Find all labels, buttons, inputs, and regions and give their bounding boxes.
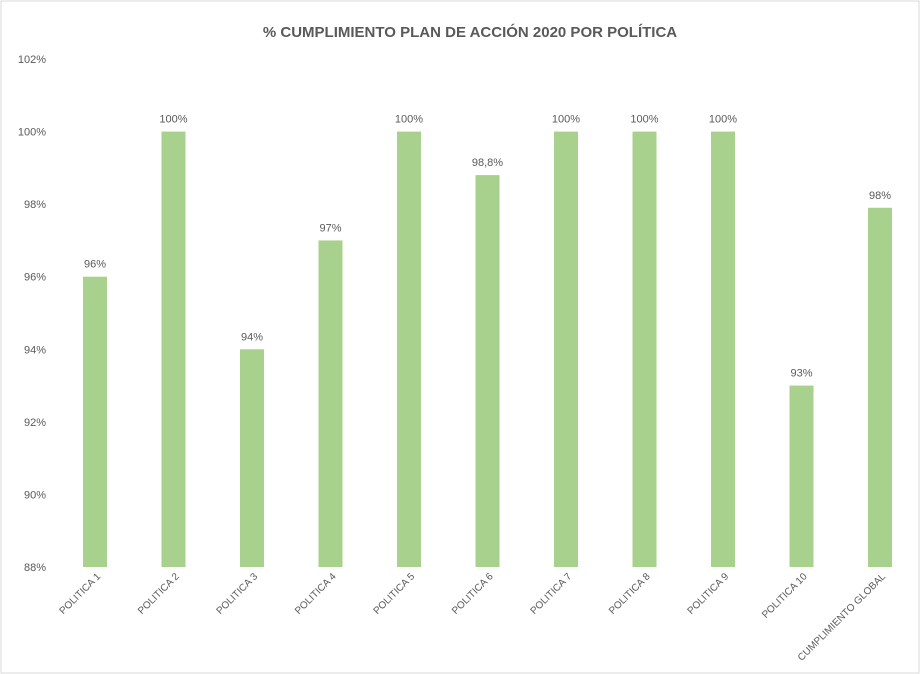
y-tick-label: 92%	[24, 417, 46, 429]
y-axis: 88% 90% 92% 94% 96% 98% 100% 102%	[18, 54, 46, 574]
data-labels: 96% 100% 94% 97% 100% 98,8% 100% 100% 100% 93% 98%	[84, 114, 891, 380]
bar	[83, 276, 107, 567]
data-label: 94%	[241, 331, 263, 343]
bar	[711, 131, 735, 568]
bar	[318, 240, 343, 567]
data-label: 100%	[552, 114, 580, 126]
bar	[789, 385, 814, 567]
y-tick-label: 88%	[24, 562, 46, 574]
y-tick-label: 98%	[24, 199, 46, 211]
data-label: 98%	[869, 190, 891, 202]
bar	[161, 131, 186, 568]
data-label: 96%	[84, 259, 106, 271]
y-tick-label: 90%	[24, 489, 46, 501]
bar	[868, 207, 892, 567]
data-label: 100%	[709, 114, 737, 126]
y-tick-label: 94%	[24, 344, 46, 356]
data-label: 98,8%	[472, 157, 503, 169]
data-label: 93%	[790, 368, 812, 380]
bars	[83, 131, 892, 568]
chart-title: % CUMPLIMIENTO PLAN DE ACCIÓN 2020 POR P…	[263, 23, 677, 41]
y-tick-label: 102%	[18, 54, 46, 66]
bar	[632, 131, 657, 568]
data-label: 100%	[630, 114, 658, 126]
data-label: 100%	[159, 114, 187, 126]
bar	[397, 131, 421, 568]
y-tick-label: 96%	[24, 272, 46, 284]
bar	[240, 349, 264, 567]
data-label: 97%	[319, 222, 341, 234]
data-label: 100%	[395, 114, 423, 126]
y-tick-label: 100%	[18, 127, 46, 139]
bar	[554, 131, 578, 568]
bar	[475, 175, 500, 567]
